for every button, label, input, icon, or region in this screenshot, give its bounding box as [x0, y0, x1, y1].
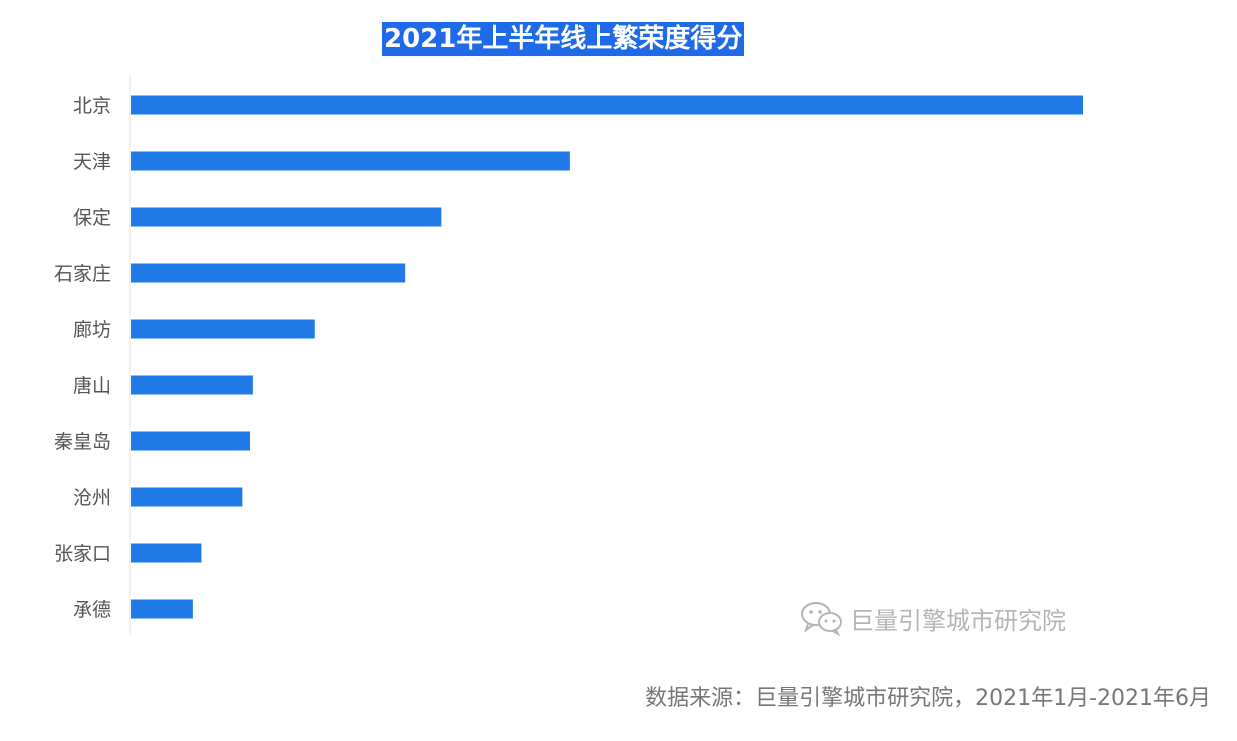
bar [131, 431, 250, 451]
bar [131, 207, 442, 227]
watermark: 巨量引擎城市研究院 [800, 600, 1066, 636]
category-label: 石家庄 [54, 263, 111, 285]
bar [131, 151, 570, 171]
category-label: 北京 [73, 95, 111, 117]
source-note: 数据来源：巨量引擎城市研究院，2021年1月-2021年6月 [645, 686, 1211, 711]
category-label: 承德 [73, 599, 111, 621]
bar [131, 487, 243, 507]
bar [131, 263, 406, 283]
category-label: 廊坊 [73, 319, 111, 341]
category-label: 秦皇岛 [54, 431, 111, 453]
category-label: 张家口 [54, 543, 111, 565]
wechat-icon [801, 602, 842, 636]
category-label: 沧州 [73, 487, 111, 509]
category-label: 唐山 [73, 375, 111, 397]
chart-title-box: 2021年上半年线上繁荣度得分 [382, 22, 745, 56]
bar [131, 319, 315, 339]
bar [131, 599, 193, 619]
chart-title: 2021年上半年线上繁荣度得分 [384, 24, 743, 54]
bar [131, 95, 1083, 115]
watermark-text: 巨量引擎城市研究院 [850, 606, 1066, 635]
category-label: 保定 [73, 207, 111, 229]
bar [131, 375, 253, 395]
bar [131, 543, 202, 563]
category-label: 天津 [73, 151, 111, 173]
